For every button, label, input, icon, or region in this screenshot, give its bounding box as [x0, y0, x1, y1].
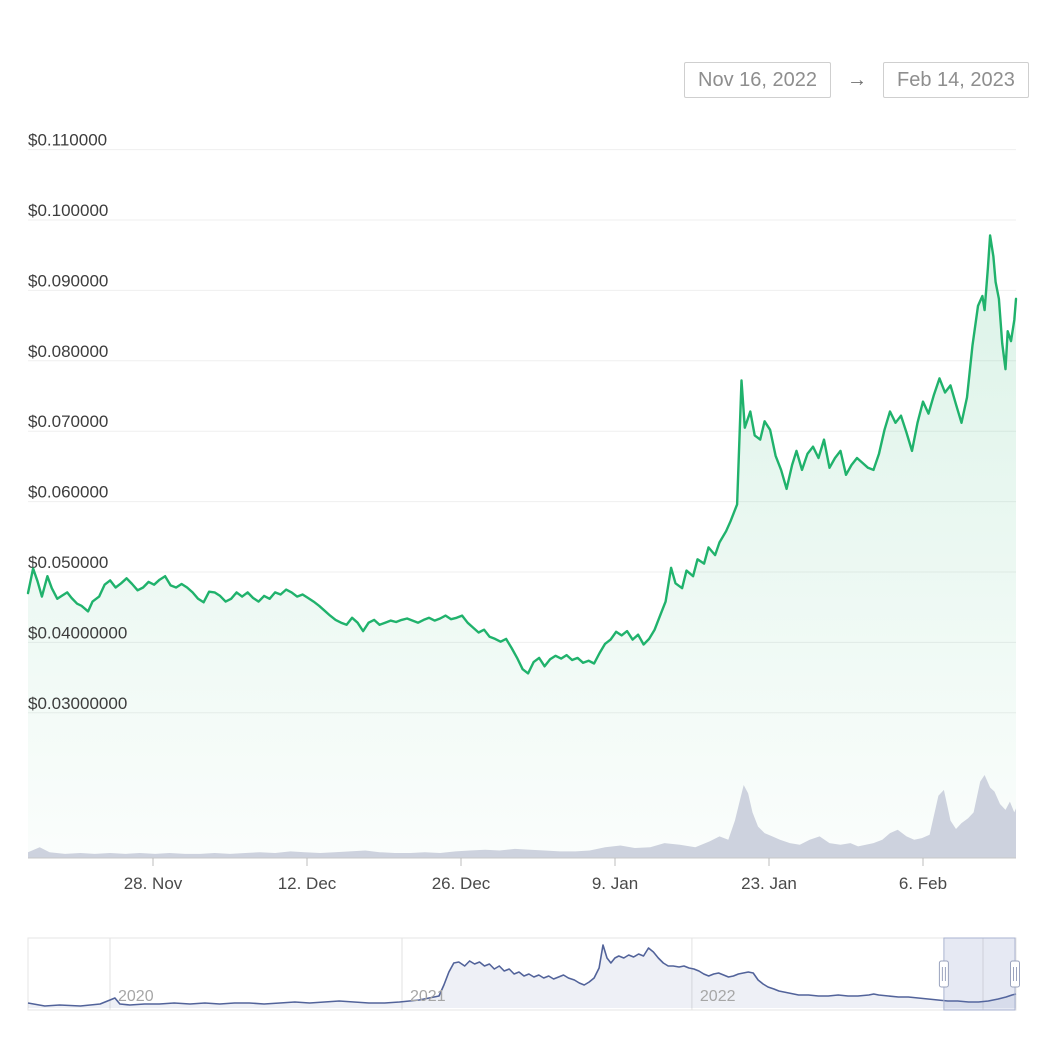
x-axis-tick-label: 23. Jan: [741, 874, 797, 893]
price-line[interactable]: [26, 234, 1018, 675]
y-axis-tick-label: $0.100000: [28, 201, 108, 220]
y-axis-tick-label: $0.110000: [28, 131, 107, 150]
y-axis-tick-label: $0.090000: [28, 271, 108, 290]
date-range-picker: Nov 16, 2022 → Feb 14, 2023: [684, 62, 1029, 98]
arrow-right-icon: →: [846, 68, 867, 91]
navigator-year-label: 2020: [118, 988, 154, 1005]
navigator-year-labels: 2020 2021 2022: [118, 988, 736, 1005]
navigator-handle-left[interactable]: [938, 960, 949, 988]
x-axis-tick-label: 12. Dec: [278, 874, 337, 893]
x-axis-labels: 28. Nov 12. Dec 26. Dec 9. Jan 23. Jan 6. Feb: [124, 858, 947, 893]
navigator-handle-right[interactable]: [1010, 960, 1020, 988]
y-axis-tick-label: $0.080000: [28, 342, 108, 361]
y-axis-tick-label: $0.070000: [28, 412, 108, 431]
y-axis-tick-label: $0.050000: [28, 553, 108, 572]
x-axis-tick-label: 28. Nov: [124, 874, 183, 893]
navigator-area: [28, 945, 1016, 1008]
x-axis-tick-label: 9. Jan: [592, 874, 638, 893]
volume-bars: [28, 775, 1016, 858]
y-axis-tick-label: $0.060000: [28, 483, 108, 502]
navigator-selection[interactable]: [943, 937, 1016, 1011]
navigator-line: [27, 944, 1017, 1007]
date-from-input[interactable]: Nov 16, 2022: [684, 62, 831, 98]
navigator-gridlines: [109, 938, 984, 1010]
y-axis-tick-label: $0.03000000: [28, 694, 127, 713]
x-axis-tick-label: 26. Dec: [432, 874, 491, 893]
date-to-input[interactable]: Feb 14, 2023: [882, 62, 1029, 98]
navigator-year-label: 2021: [410, 988, 446, 1005]
y-axis-tick-label: $0.04000000: [28, 623, 127, 642]
x-axis-tick-label: 6. Feb: [899, 874, 947, 893]
price-area: [28, 235, 1016, 858]
y-axis-labels: $0.110000 $0.100000 $0.090000 $0.080000 $0.0…: [28, 131, 127, 713]
navigator-year-label: 2022: [700, 988, 736, 1005]
